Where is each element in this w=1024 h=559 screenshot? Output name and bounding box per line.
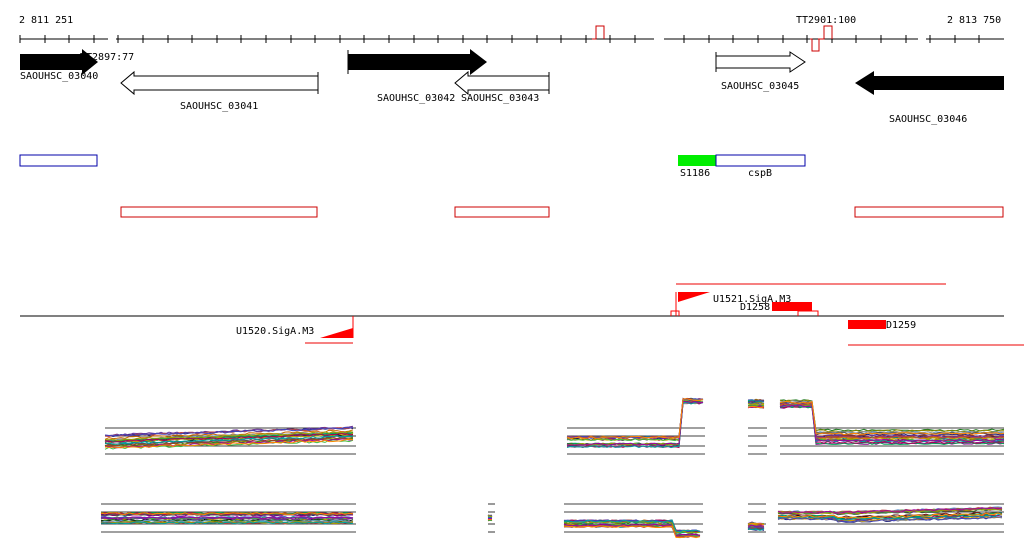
reverse-feature-track — [120, 206, 1004, 218]
promoter-label-u1520: U1520.SigA.M3 — [236, 326, 314, 337]
coord-start-label: 2 811 251 — [19, 15, 73, 26]
forward-feature-box[interactable] — [19, 154, 98, 167]
expression-profile-line — [563, 519, 701, 533]
terminator-dip — [810, 38, 820, 52]
gene-arrow-saouhsc-03045[interactable] — [715, 51, 806, 73]
expression-profile-line — [779, 402, 1005, 439]
gene-label-saouhsc-03042: SAOUHSC_03042 — [377, 93, 455, 104]
coordinate-ruler: 2 811 251 2 813 750 — [19, 15, 1004, 52]
expression-profile-line — [100, 516, 354, 520]
terminator-label-tt2901: TT2901:100 — [796, 15, 856, 26]
expression-profile-line — [777, 512, 1003, 519]
terminator-bump — [592, 25, 605, 40]
expression-profile-line — [100, 513, 354, 517]
expression-profile-line — [105, 432, 354, 444]
terminator-mark — [670, 310, 680, 316]
feature-s1186-box[interactable] — [678, 155, 716, 166]
forward-feature-track: S1186 cspB — [19, 154, 806, 179]
gene-arrow-saouhsc-03041[interactable] — [120, 70, 319, 96]
expression-profile-line — [100, 512, 354, 516]
segment-d1259[interactable] — [848, 320, 886, 329]
expression-profile-line — [747, 528, 765, 531]
ruler-gap — [108, 30, 116, 44]
gene-label-saouhsc-03046: SAOUHSC_03046 — [889, 114, 967, 125]
reverse-feature-box[interactable] — [854, 206, 1004, 218]
expression-profile-line — [779, 405, 1005, 446]
promoter-track: U1521.SigA.M3 D1258 U1520.SigA.M3 D1259 — [20, 283, 1024, 346]
promoter-u1521-marker[interactable] — [678, 292, 710, 302]
expression-profile-line — [748, 404, 765, 407]
gene-arrow-saouhsc-03040[interactable] — [20, 49, 98, 75]
expression-profile-line — [747, 399, 765, 402]
expression-profile-line — [747, 402, 765, 405]
segment-d1258[interactable] — [772, 302, 812, 311]
segment-label-d1259: D1259 — [886, 320, 916, 331]
promoter-label-u1521: U1521.SigA.M3 — [713, 294, 791, 305]
expression-profile-line — [747, 525, 765, 529]
expression-profile-line — [747, 405, 765, 409]
expression-track-reverse — [100, 503, 1004, 539]
expression-profile-line — [104, 438, 354, 449]
reverse-feature-box[interactable] — [454, 206, 550, 218]
expression-profile-line — [104, 438, 354, 449]
terminator-label-tt2897: TT2897:77 — [80, 52, 134, 63]
expression-profile-line — [747, 522, 765, 525]
expression-profile-line — [777, 516, 1003, 523]
gene-track: SAOUHSC_03040 SAOUHSC_03041 SAOUHSC_0304… — [20, 49, 1004, 125]
gene-label-saouhsc-03043: SAOUHSC_03043 — [461, 93, 539, 104]
terminator-mark — [797, 310, 819, 316]
feature-label-s1186: S1186 — [680, 168, 710, 179]
expression-profile-line — [779, 400, 1005, 436]
expression-profile-line — [563, 525, 701, 539]
expression-profile-line — [104, 426, 354, 437]
gene-arrow-saouhsc-03046[interactable] — [855, 71, 1004, 95]
expression-profile-line — [104, 435, 354, 445]
expression-profile-line — [779, 405, 1005, 444]
feature-label-cspb: cspB — [748, 168, 772, 179]
expression-profile-line — [487, 515, 493, 518]
segment-label-d1258: D1258 — [740, 302, 770, 313]
reverse-feature-box[interactable] — [120, 206, 318, 218]
feature-cspb-box[interactable] — [715, 154, 806, 167]
terminator-bump — [818, 25, 833, 40]
expression-profile-line — [563, 523, 701, 537]
expression-profile-line — [777, 507, 1003, 514]
expression-profile-line — [104, 433, 354, 443]
promoter-u1520-marker[interactable] — [320, 328, 353, 338]
ruler-ticks — [19, 35, 980, 43]
gene-arrow-saouhsc-03043[interactable] — [454, 70, 550, 96]
expression-profile-line — [100, 519, 354, 523]
expression-profile-line — [566, 400, 704, 446]
expression-profile-line — [100, 518, 354, 522]
expression-track-forward — [104, 397, 1005, 455]
gene-label-saouhsc-03041: SAOUHSC_03041 — [180, 101, 258, 112]
expression-profile-line — [779, 404, 1005, 442]
gene-arrow-saouhsc-03042[interactable] — [348, 49, 487, 75]
expression-profile-line — [566, 398, 704, 439]
expression-profile-line — [100, 521, 354, 525]
gene-label-saouhsc-03045: SAOUHSC_03045 — [721, 81, 799, 92]
expression-profile-line — [104, 430, 354, 441]
ruler-gap — [918, 30, 926, 44]
gene-label-saouhsc-03040: SAOUHSC_03040 — [20, 71, 98, 82]
expression-profile-line — [777, 514, 1003, 521]
coord-end-label: 2 813 750 — [947, 15, 1001, 26]
expression-profile-line — [747, 524, 765, 527]
